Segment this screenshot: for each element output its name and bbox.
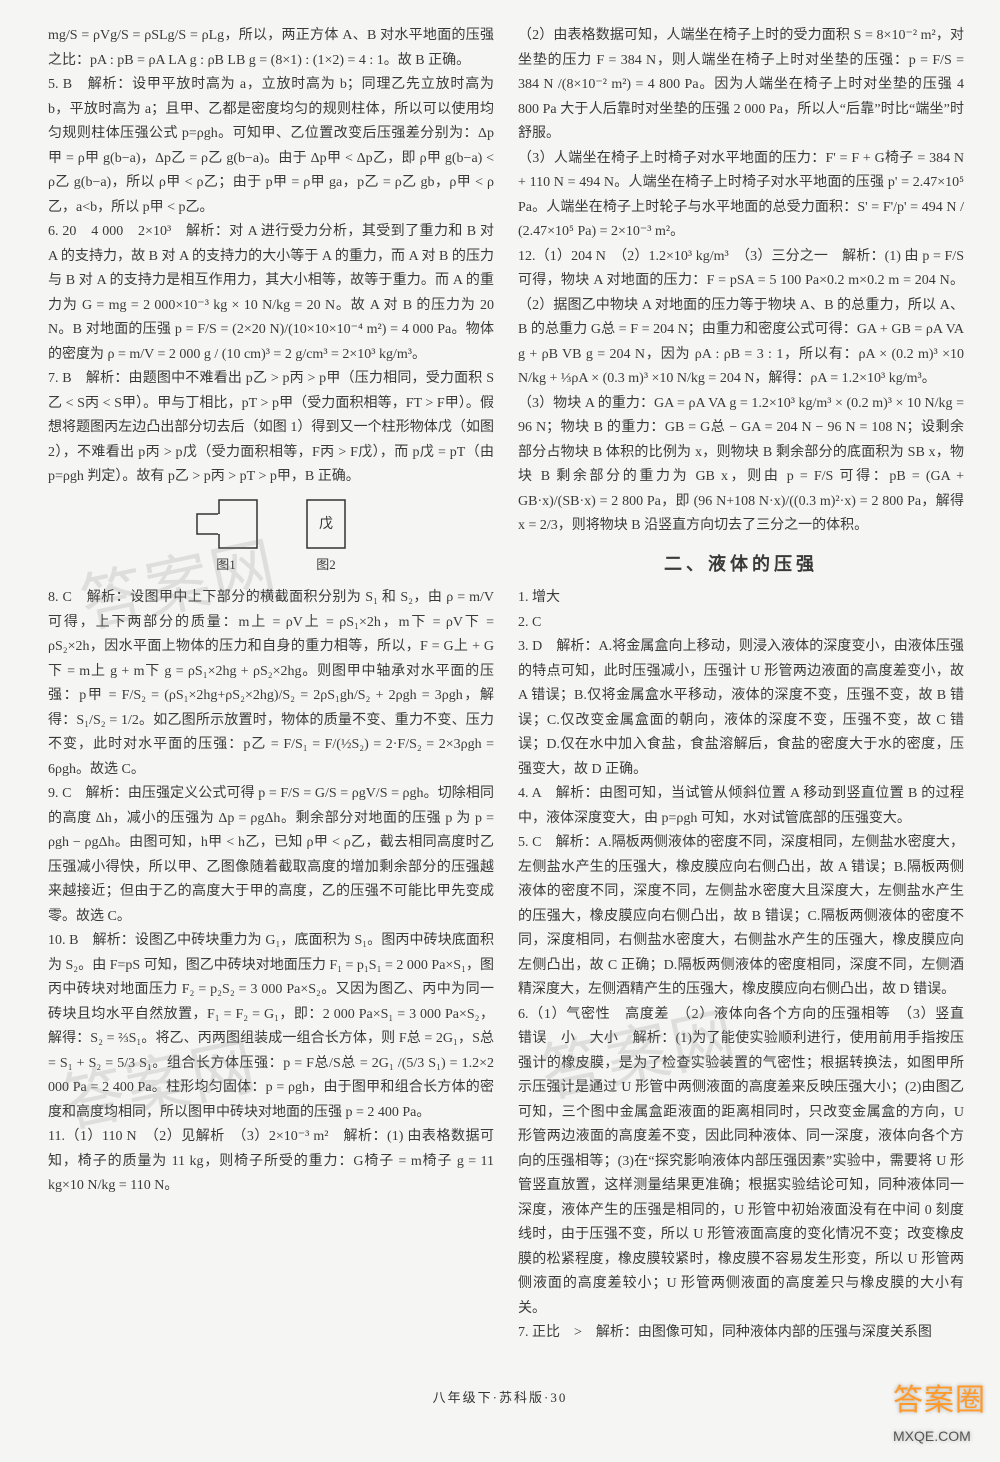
- q1: 1. 增大: [518, 586, 964, 611]
- q4: 4. A 解析：由图可知，当试管从倾斜位置 A 移动到竖直位置 B 的过程中，液…: [518, 782, 964, 831]
- figure-2-caption: 图2: [301, 554, 351, 577]
- figure-1: 图1: [191, 496, 261, 577]
- q2: 2. C: [518, 611, 964, 636]
- item-6: 6. 20 4 000 2×10³ 解析：对 A 进行受力分析，其受到了重力和 …: [48, 220, 494, 367]
- q7: 7. 正比 > 解析：由图像可知，同种液体内部的压强与深度关系图: [518, 1321, 964, 1346]
- brand-logo: 答案圈 MXQE.COM: [893, 1375, 986, 1448]
- item-11: 11.（1）110 N （2）见解析 （3）2×10⁻³ m² 解析：(1) 由…: [48, 1125, 494, 1199]
- section-2-title: 二、液体的压强: [518, 549, 964, 581]
- figure-2-label: 戊: [319, 516, 333, 532]
- q3: 3. D 解析：A.将金属盒向上移动，则浸入液体的深度变小，由液体压强的特点可知…: [518, 635, 964, 782]
- item-4-tail: mg/S = ρVg/S = ρSLg/S = ρLg，所以，两正方体 A、B …: [48, 24, 494, 73]
- item-11-part2: （2）由表格数据可知，人端坐在椅子上时的受力面积 S = 8×10⁻² m²，对…: [518, 24, 964, 147]
- item-5: 5. B 解析：设甲平放时高为 a，立放时高为 b；同理乙先立放时高为 b，平放…: [48, 73, 494, 220]
- item-12-part2: （3）物块 A 的重力：GA = ρA VA g = 1.2×10³ kg/m³…: [518, 392, 964, 539]
- right-column: （2）由表格数据可知，人端坐在椅子上时的受力面积 S = 8×10⁻² m²，对…: [518, 24, 964, 1346]
- q5: 5. C 解析：A.隔板两侧液体的密度不同，深度相同，左侧盐水密度大，左侧盐水产…: [518, 831, 964, 1003]
- figure-2-svg: 戊: [301, 496, 351, 552]
- item-7: 7. B 解析：由题图中不难看出 p乙 > p丙 > p甲（压力相同，受力面积 …: [48, 367, 494, 490]
- item-9: 9. C 解析：由压强定义公式可得 p = F/S = G/S = ρgV/S …: [48, 782, 494, 929]
- figure-1-caption: 图1: [191, 554, 261, 577]
- item-8: 8. C 解析：设图甲中上下部分的横截面积分别为 S₁ 和 S₂，由 ρ = m…: [48, 586, 494, 782]
- figure-2: 戊 图2: [301, 496, 351, 577]
- brand-logo-text: 答案圈: [893, 1384, 986, 1417]
- item-12: 12.（1）204 N （2）1.2×10³ kg/m³ （3）三分之一 解析：…: [518, 245, 964, 392]
- item-10: 10. B 解析：设图乙中砖块重力为 G₁，底面积为 S₁。图丙中砖块底面积为 …: [48, 929, 494, 1125]
- page-footer: 八年级下·苏科版·30: [0, 1387, 1000, 1410]
- q6: 6.（1）气密性 高度差 （2）液体向各个方向的压强相等 （3）竖直 错误 小 …: [518, 1003, 964, 1322]
- item-11-part3: （3）人端坐在椅子上时椅子对水平地面的压力：F' = F + G椅子 = 384…: [518, 147, 964, 245]
- brand-logo-url: MXQE.COM: [893, 1424, 986, 1449]
- left-column: mg/S = ρVg/S = ρSLg/S = ρLg，所以，两正方体 A、B …: [48, 24, 494, 1346]
- figures-row: 图1 戊 图2: [48, 496, 494, 577]
- figure-1-svg: [191, 496, 261, 552]
